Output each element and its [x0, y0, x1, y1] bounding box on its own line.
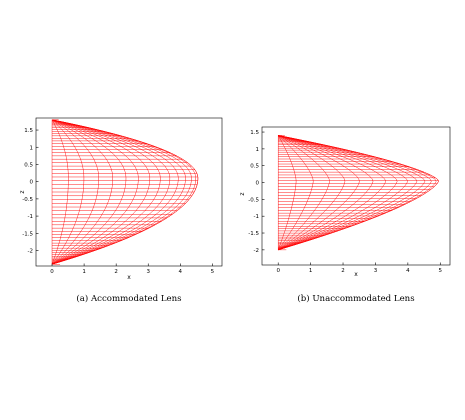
x-tick-label-b: 3 [374, 268, 378, 274]
panel-a: 0 1 2 3 4 5 1.5 1 0.5 0 -0.5 -1 -1.5 -2 x z (a) Accom… [19, 117, 223, 304]
x-tick-label-b: 5 [439, 268, 443, 274]
lens-outline-a [51, 119, 199, 265]
x-tick-label-b: 1 [309, 268, 313, 274]
y-tick-label-b: -1.5 [248, 231, 259, 237]
y-tick-label-b: -0.5 [248, 197, 259, 203]
mesh-curve-b [278, 135, 418, 251]
x-tick-label-a: 3 [146, 269, 150, 275]
x-tick-label-b: 2 [341, 268, 345, 274]
y-tick-label-a: -1 [28, 214, 33, 220]
mesh-curve-a [51, 119, 139, 265]
mesh-curve-b [278, 135, 432, 251]
y-tick-label-b: -1 [254, 214, 259, 220]
mesh-curve-a [51, 119, 99, 265]
mesh-curve-b [278, 135, 360, 251]
x-tick-label-a: 2 [114, 269, 118, 275]
lens-mesh-a [51, 119, 199, 265]
x-tick-label-a: 5 [211, 269, 215, 275]
mesh-curve-a [51, 119, 179, 265]
mesh-curve-a [51, 119, 186, 265]
x-tick-label-a: 0 [50, 269, 54, 275]
axes-box-b [261, 126, 451, 266]
mesh-curve-a [51, 119, 85, 265]
y-tick-label-a: -1.5 [22, 231, 33, 237]
caption-b: (b) Unaccommodated Lens [297, 293, 414, 304]
mesh-curve-b [278, 135, 374, 251]
axes-box-a [35, 117, 223, 267]
mesh-curve-b [278, 135, 386, 251]
y-tick-label-a: -2 [28, 249, 33, 255]
x-tick-label-a: 1 [82, 269, 86, 275]
ticks-a: 0 1 2 3 4 5 1.5 1 0.5 0 -0.5 -1 -1.5 -2 [22, 128, 214, 275]
caption-a: (a) Accommodated Lens [76, 293, 181, 304]
y-axis-label-a: z [19, 190, 26, 193]
y-tick-label-b: -2 [254, 248, 259, 254]
mesh-curve-b [278, 135, 346, 251]
lens-outline-b [278, 135, 439, 251]
mesh-curve-b [278, 135, 408, 251]
y-tick-label-a: 1 [30, 145, 34, 151]
y-tick-label-a: 0 [30, 180, 34, 186]
x-axis-label-b: x [354, 271, 358, 278]
mesh-curve-b [278, 135, 398, 251]
mesh-curve-a [51, 119, 161, 265]
y-tick-label-a: -0.5 [22, 197, 33, 203]
y-tick-label-b: 0 [256, 181, 260, 187]
mesh-curve-a [51, 119, 171, 265]
mesh-curve-a [51, 119, 197, 265]
mesh-curve-a [51, 119, 151, 265]
lens-mesh-b [277, 135, 439, 251]
x-axis-label-a: x [127, 274, 131, 281]
mesh-curve-a [51, 119, 192, 265]
mesh-curve-a [51, 119, 113, 265]
mesh-curve-b [278, 135, 314, 250]
mesh-curve-a [51, 119, 69, 265]
y-tick-label-a: 0.5 [24, 162, 33, 168]
mesh-curve-b [278, 135, 437, 251]
y-tick-label-b: 1.5 [250, 130, 259, 136]
x-tick-label-b: 0 [276, 268, 280, 274]
mesh-curve-b [278, 135, 330, 251]
y-tick-label-a: 1.5 [24, 128, 33, 134]
panel-b: 0 1 2 3 4 5 1.5 1 0.5 0 -0.5 -1 -1.5 -2 x z (b) Unacc… [239, 126, 451, 304]
x-tick-label-b: 4 [406, 268, 410, 274]
x-tick-label-a: 4 [179, 269, 183, 275]
ticks-b: 0 1 2 3 4 5 1.5 1 0.5 0 -0.5 -1 -1.5 -2 [248, 130, 442, 274]
mesh-curve-a [51, 119, 127, 265]
mesh-curve-b [277, 135, 297, 250]
y-tick-label-b: 1 [256, 147, 260, 153]
y-axis-label-b: z [239, 192, 246, 195]
y-tick-label-b: 0.5 [250, 164, 259, 170]
mesh-curve-b [278, 135, 426, 251]
